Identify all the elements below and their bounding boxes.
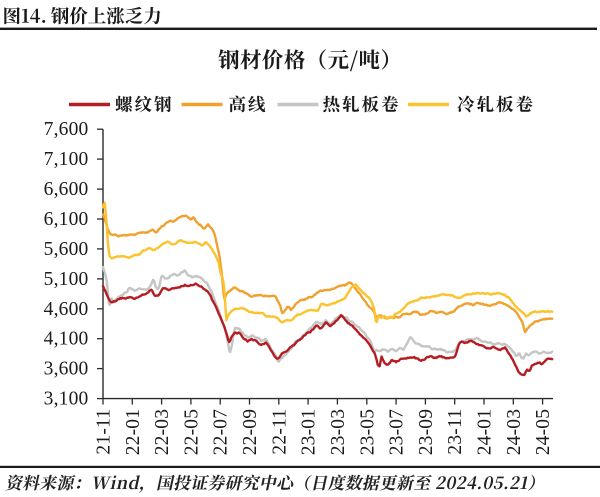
svg-text:7,100: 7,100 <box>44 149 89 170</box>
svg-text:23-05: 23-05 <box>357 409 378 456</box>
svg-text:5,600: 5,600 <box>44 239 89 260</box>
svg-text:5,100: 5,100 <box>44 269 89 290</box>
svg-text:23-07: 23-07 <box>387 409 408 456</box>
svg-text:22-03: 22-03 <box>152 409 173 456</box>
svg-text:24-03: 24-03 <box>504 409 525 456</box>
svg-text:22-07: 22-07 <box>211 409 232 456</box>
svg-text:6,100: 6,100 <box>44 209 89 230</box>
svg-text:23-01: 23-01 <box>299 409 320 456</box>
svg-text:4,600: 4,600 <box>44 299 89 320</box>
svg-text:22-05: 22-05 <box>181 409 202 456</box>
svg-text:22-11: 22-11 <box>269 409 290 455</box>
svg-text:24-05: 24-05 <box>533 409 554 456</box>
svg-text:7,600: 7,600 <box>44 119 89 140</box>
svg-text:23-11: 23-11 <box>445 409 466 455</box>
svg-text:24-01: 24-01 <box>475 409 496 456</box>
svg-text:4,100: 4,100 <box>44 329 89 350</box>
svg-text:23-09: 23-09 <box>416 409 437 456</box>
svg-text:22-09: 22-09 <box>240 409 261 456</box>
svg-text:23-03: 23-03 <box>328 409 349 456</box>
svg-text:3,600: 3,600 <box>44 359 89 380</box>
svg-text:6,600: 6,600 <box>44 179 89 200</box>
svg-text:3,100: 3,100 <box>44 389 89 410</box>
svg-text:22-01: 22-01 <box>123 409 144 456</box>
svg-text:21-11: 21-11 <box>94 409 115 455</box>
